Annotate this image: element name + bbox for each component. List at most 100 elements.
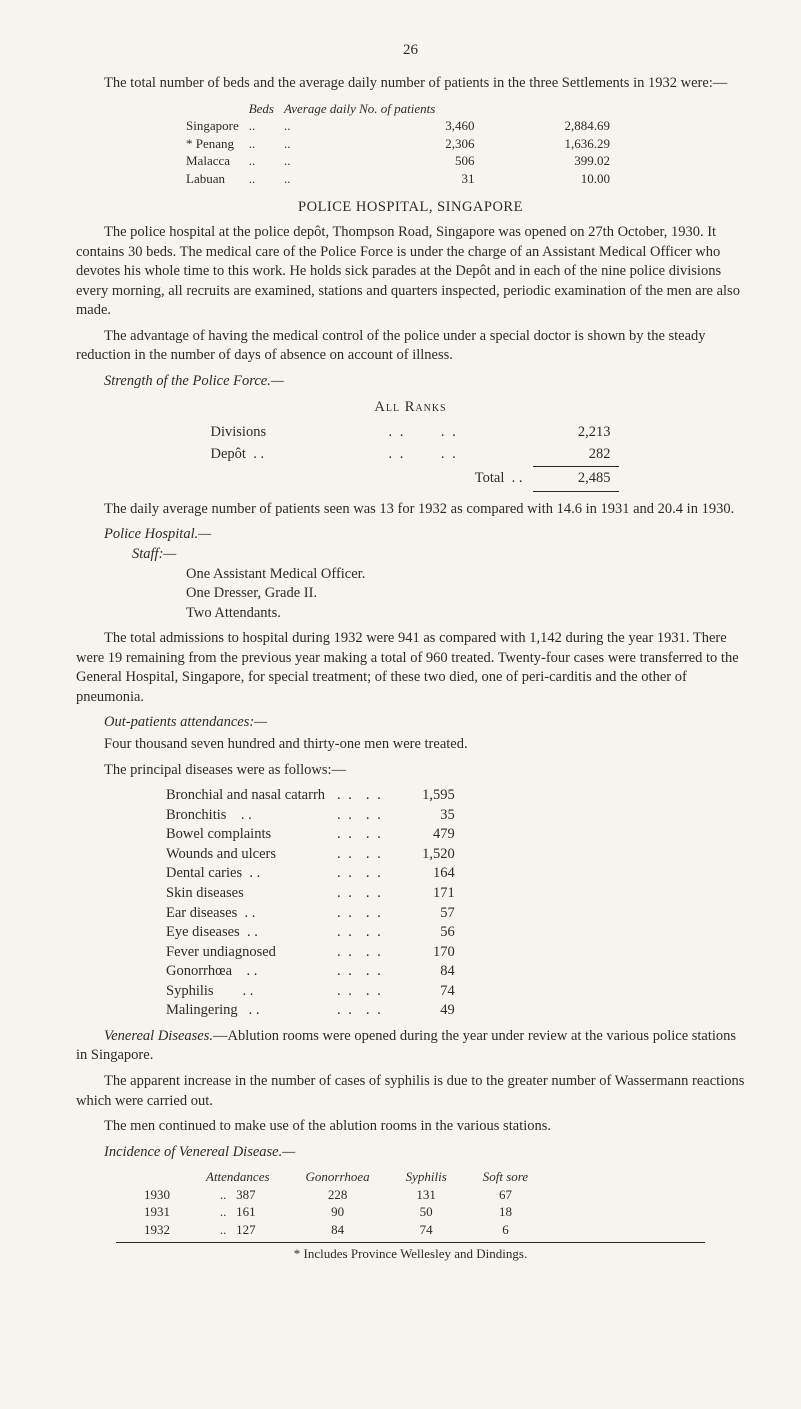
cell: 10.00 xyxy=(485,170,621,188)
daily-average-paragraph: The daily average number of patients see… xyxy=(76,500,745,520)
police-hospital-label: Police Hospital.— xyxy=(76,525,745,545)
total-value: 2,485 xyxy=(533,469,619,489)
table-row: 1932 .. 127 84 74 6 xyxy=(126,1221,546,1239)
cell: Labuan xyxy=(186,170,249,188)
outpatients-label: Out-patients attendances:— xyxy=(76,713,745,733)
disease-count: 164 xyxy=(389,864,461,884)
disease-count: 57 xyxy=(389,904,461,924)
disease-name: Malingering xyxy=(166,1002,238,1018)
cell: 18 xyxy=(465,1203,546,1221)
disease-name: Skin diseases xyxy=(160,884,331,904)
venereal-paragraph: Venereal Diseases.—Ablution rooms were o… xyxy=(76,1027,745,1066)
outpatients-line: Four thousand seven hundred and thirty-o… xyxy=(76,735,745,755)
staff-line: One Dresser, Grade II. xyxy=(186,584,745,604)
all-ranks-heading: All Ranks xyxy=(76,398,745,418)
disease-name: Gonorrhœa xyxy=(166,963,232,979)
table-row: Bowel complaints. .. .479 xyxy=(160,825,461,845)
table-row: Malingering . .. .. .49 xyxy=(160,1001,461,1021)
cell: 399.02 xyxy=(485,152,621,170)
table-row: Ear diseases . .. .. .57 xyxy=(160,904,461,924)
table-row-total: Total . . 2,485 xyxy=(203,469,619,489)
incidence-label: Incidence of Venereal Disease.— xyxy=(76,1143,745,1163)
table-row: Bronchitis . .. .. .35 xyxy=(160,806,461,826)
table-row: Malacca .. .. 506 399.02 xyxy=(186,152,620,170)
cell: 50 xyxy=(388,1203,465,1221)
apparent-paragraph: The apparent increase in the number of c… xyxy=(76,1072,745,1111)
table-header-row: Attendances Gonorrhoea Syphilis Soft sor… xyxy=(126,1168,546,1186)
police-paragraph-1: The police hospital at the police depôt,… xyxy=(76,223,745,321)
table-header-row: Beds Average daily No. of patients xyxy=(186,100,620,118)
col-attendances: Attendances xyxy=(188,1168,288,1186)
disease-count: 479 xyxy=(389,825,461,845)
table-row: Divisions . . . . 2,213 xyxy=(203,423,619,443)
disease-name: Bronchial and nasal catarrh xyxy=(160,786,331,806)
table-row: 1930 .. 387 228 131 67 xyxy=(126,1186,546,1204)
cell: Singapore xyxy=(186,117,249,135)
cell: 74 xyxy=(388,1221,465,1239)
footnote: * Includes Province Wellesley and Dindin… xyxy=(76,1245,745,1263)
cell: 3,460 xyxy=(445,117,484,135)
disease-name: Eye diseases xyxy=(166,924,240,940)
rank-label: Divisions xyxy=(203,423,379,443)
col-syphilis: Syphilis xyxy=(388,1168,465,1186)
cell: Malacca xyxy=(186,152,249,170)
beds-table: Beds Average daily No. of patients Singa… xyxy=(186,100,620,188)
table-row: Syphilis . .. .. .74 xyxy=(160,982,461,1002)
diseases-table: Bronchial and nasal catarrh. .. .1,595 B… xyxy=(160,786,461,1021)
cell: 31 xyxy=(445,170,484,188)
disease-name: Dental caries xyxy=(166,865,242,881)
cell: 1930 xyxy=(126,1186,188,1204)
cell: 90 xyxy=(288,1203,388,1221)
table-row: Wounds and ulcers. .. .1,520 xyxy=(160,845,461,865)
page: 26 The total number of beds and the aver… xyxy=(0,0,801,1409)
rank-value: 2,213 xyxy=(533,423,619,443)
cell: 506 xyxy=(445,152,484,170)
table-row: Fever undiagnosed. .. .170 xyxy=(160,943,461,963)
rank-value: 282 xyxy=(533,445,619,465)
disease-count: 49 xyxy=(389,1001,461,1021)
cell: 161 xyxy=(236,1204,256,1219)
staff-list: One Assistant Medical Officer. One Dress… xyxy=(186,565,745,624)
cell: 84 xyxy=(288,1221,388,1239)
staff-line: Two Attendants. xyxy=(186,604,745,624)
disease-count: 1,595 xyxy=(389,786,461,806)
police-hospital-heading: POLICE HOSPITAL, SINGAPORE xyxy=(76,198,745,218)
cell: 387 xyxy=(236,1187,256,1202)
table-row: Eye diseases . .. .. .56 xyxy=(160,923,461,943)
col-beds: Beds xyxy=(249,100,284,118)
cell: 1,636.29 xyxy=(485,135,621,153)
disease-count: 84 xyxy=(389,962,461,982)
disease-name: Wounds and ulcers xyxy=(160,845,331,865)
cell: 1931 xyxy=(126,1203,188,1221)
police-paragraph-2: The advantage of having the medical cont… xyxy=(76,327,745,366)
cell: 67 xyxy=(465,1186,546,1204)
table-row: Dental caries . .. .. .164 xyxy=(160,864,461,884)
strength-label: Strength of the Police Force.— xyxy=(76,372,745,392)
disease-count: 171 xyxy=(389,884,461,904)
cell: 131 xyxy=(388,1186,465,1204)
cell: 228 xyxy=(288,1186,388,1204)
cell: 1932 xyxy=(126,1221,188,1239)
table-row: Singapore .. .. 3,460 2,884.69 xyxy=(186,117,620,135)
disease-count: 35 xyxy=(389,806,461,826)
all-ranks-label: All Ranks xyxy=(374,399,446,415)
cell: 127 xyxy=(236,1222,256,1237)
footnote-rule xyxy=(116,1242,705,1243)
total-label: Total xyxy=(475,470,505,486)
cell: 2,884.69 xyxy=(485,117,621,135)
table-row: Labuan .. .. 31 10.00 xyxy=(186,170,620,188)
cell: 6 xyxy=(465,1221,546,1239)
disease-name: Bronchitis xyxy=(166,807,226,823)
men-continued-paragraph: The men continued to make use of the abl… xyxy=(76,1117,745,1137)
disease-count: 56 xyxy=(389,923,461,943)
col-gonorrhoea: Gonorrhoea xyxy=(288,1168,388,1186)
disease-count: 74 xyxy=(389,982,461,1002)
table-row: Depôt . . . . . . 282 xyxy=(203,445,619,465)
rank-label: Depôt . . xyxy=(203,445,379,465)
col-softsore: Soft sore xyxy=(465,1168,546,1186)
table-row: Gonorrhœa . .. .. .84 xyxy=(160,962,461,982)
col-avg: Average daily No. of patients xyxy=(284,100,445,118)
principal-diseases-label: The principal diseases were as follows:— xyxy=(76,761,745,781)
disease-name: Syphilis xyxy=(166,983,214,999)
staff-label: Staff:— xyxy=(132,545,745,565)
